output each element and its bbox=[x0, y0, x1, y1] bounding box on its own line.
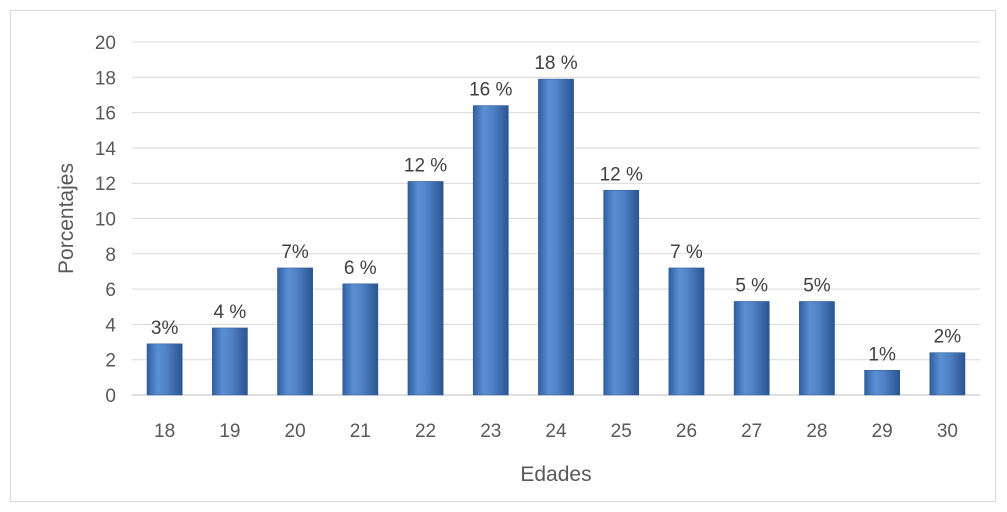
y-tick-label: 6 bbox=[105, 280, 116, 301]
x-tick-label: 22 bbox=[415, 421, 436, 442]
x-tick-label: 24 bbox=[545, 421, 567, 442]
y-tick-label: 12 bbox=[95, 174, 116, 195]
bar-28 bbox=[799, 301, 835, 396]
data-label: 1% bbox=[868, 344, 896, 365]
x-tick-label: 26 bbox=[676, 421, 697, 442]
data-label: 5 % bbox=[735, 275, 768, 296]
data-label: 12 % bbox=[404, 155, 447, 176]
x-axis-ticks: 18 19 20 21 22 23 24 25 26 27 28 29 30 bbox=[154, 421, 958, 442]
bar-26 bbox=[668, 267, 705, 396]
data-label: 12 % bbox=[600, 164, 643, 185]
y-tick-label: 8 bbox=[105, 245, 116, 266]
data-label: 7% bbox=[281, 242, 309, 263]
bar-20 bbox=[277, 267, 313, 396]
y-axis-ticks: 0 2 4 6 8 10 12 14 16 18 20 bbox=[95, 33, 117, 407]
data-label: 18 % bbox=[534, 53, 577, 74]
bars bbox=[146, 78, 966, 396]
data-label: 2% bbox=[934, 327, 962, 348]
x-tick-label: 23 bbox=[480, 421, 501, 442]
y-axis-title: Porcentajes bbox=[55, 163, 78, 274]
bar-25 bbox=[603, 190, 640, 396]
y-tick-label: 10 bbox=[95, 210, 116, 231]
bar-30 bbox=[929, 352, 966, 396]
bar-22 bbox=[407, 181, 444, 396]
bar-21 bbox=[342, 283, 379, 396]
y-tick-label: 20 bbox=[95, 33, 116, 54]
x-tick-label: 29 bbox=[872, 421, 893, 442]
y-tick-label: 0 bbox=[105, 386, 116, 407]
x-tick-label: 18 bbox=[154, 421, 175, 442]
x-tick-label: 30 bbox=[937, 421, 958, 442]
data-label: 6 % bbox=[344, 258, 377, 279]
bar-24 bbox=[538, 78, 574, 396]
data-label: 3% bbox=[151, 318, 179, 339]
y-tick-label: 18 bbox=[95, 68, 116, 89]
data-labels: 3% 4 % 7% 6 % 12 % 16 % 18 % 12 % 7 % 5 % 5% 1% 2% bbox=[151, 53, 961, 365]
data-label: 4 % bbox=[213, 302, 246, 323]
x-tick-label: 25 bbox=[611, 421, 632, 442]
bar-23 bbox=[472, 105, 509, 396]
x-axis-title: Edades bbox=[520, 463, 591, 486]
x-tick-label: 28 bbox=[806, 421, 827, 442]
y-tick-label: 16 bbox=[95, 104, 116, 125]
bar-18 bbox=[146, 343, 183, 396]
data-label: 16 % bbox=[469, 80, 512, 101]
x-tick-label: 19 bbox=[219, 421, 240, 442]
data-label: 7 % bbox=[670, 242, 703, 263]
y-tick-label: 14 bbox=[95, 139, 117, 160]
x-tick-label: 27 bbox=[741, 421, 762, 442]
bar-27 bbox=[733, 301, 770, 396]
x-tick-label: 20 bbox=[285, 421, 306, 442]
x-tick-label: 21 bbox=[350, 421, 371, 442]
y-tick-label: 4 bbox=[105, 315, 116, 336]
bar-19 bbox=[211, 327, 248, 396]
y-tick-label: 2 bbox=[105, 351, 116, 372]
data-label: 5% bbox=[803, 275, 831, 296]
bar-29 bbox=[864, 370, 901, 396]
